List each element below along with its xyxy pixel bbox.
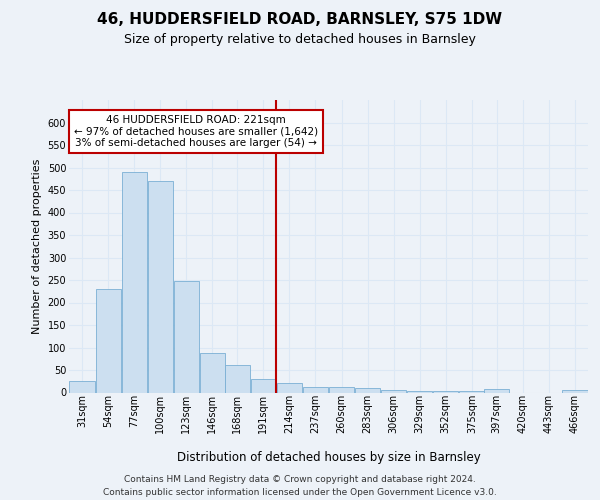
Bar xyxy=(355,388,380,392)
Bar xyxy=(303,387,328,392)
Bar xyxy=(174,281,199,392)
Text: Contains public sector information licensed under the Open Government Licence v3: Contains public sector information licen… xyxy=(103,488,497,497)
Text: 46 HUDDERSFIELD ROAD: 221sqm
← 97% of detached houses are smaller (1,642)
3% of : 46 HUDDERSFIELD ROAD: 221sqm ← 97% of de… xyxy=(74,115,318,148)
Bar xyxy=(225,364,250,392)
Bar xyxy=(459,391,484,392)
Text: Contains HM Land Registry data © Crown copyright and database right 2024.: Contains HM Land Registry data © Crown c… xyxy=(124,474,476,484)
Bar xyxy=(277,382,302,392)
Y-axis label: Number of detached properties: Number of detached properties xyxy=(32,158,42,334)
Bar xyxy=(407,391,432,392)
Bar xyxy=(200,353,225,393)
Bar xyxy=(562,390,587,392)
Bar xyxy=(95,289,121,393)
Bar xyxy=(251,379,276,392)
Bar xyxy=(70,381,95,392)
Bar xyxy=(484,390,509,392)
Text: Size of property relative to detached houses in Barnsley: Size of property relative to detached ho… xyxy=(124,32,476,46)
Text: 46, HUDDERSFIELD ROAD, BARNSLEY, S75 1DW: 46, HUDDERSFIELD ROAD, BARNSLEY, S75 1DW xyxy=(97,12,503,28)
Bar xyxy=(433,391,458,392)
Bar xyxy=(148,181,173,392)
Bar xyxy=(122,172,147,392)
Text: Distribution of detached houses by size in Barnsley: Distribution of detached houses by size … xyxy=(177,451,481,464)
Bar xyxy=(329,387,354,392)
Bar xyxy=(381,390,406,392)
